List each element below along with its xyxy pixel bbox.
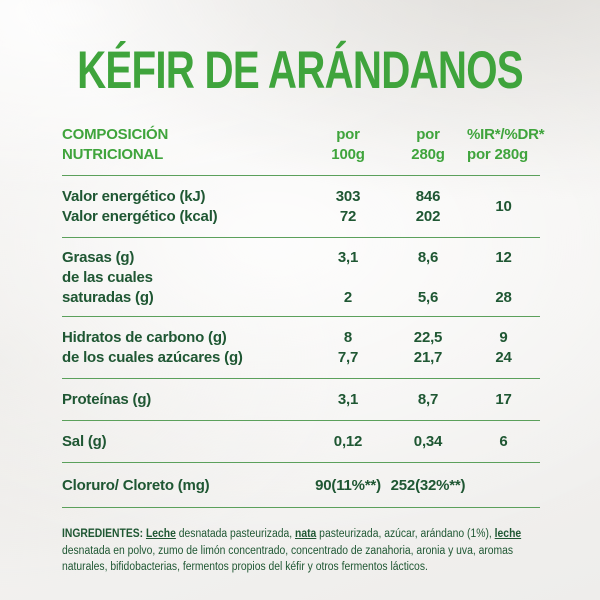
row-label-line: Sal (g) (62, 433, 107, 450)
table-row-energy: Valor energético (kJ) Valor energético (… (62, 176, 540, 237)
row-label: Cloruro/ Cloreto (mg) (62, 476, 307, 496)
value-ir: 10 (467, 187, 540, 227)
value-line: 8,7 (417, 391, 439, 408)
value-per-100g: 303 72 (307, 187, 389, 227)
value-ir (467, 476, 540, 496)
value-line: 846 (415, 188, 441, 205)
value-line (389, 268, 467, 288)
row-label: Sal (g) (62, 432, 307, 452)
header-per-280g-line1: por (416, 126, 440, 143)
table-row-carbs: Hidratos de carbono (g) de los cuales az… (62, 317, 540, 378)
row-label-line: Hidratos de carbono (g) (62, 329, 227, 346)
value-ir: 6 (467, 432, 540, 452)
value-per-280g: 22,5 21,7 (389, 328, 467, 368)
value-line: 7,7 (337, 349, 359, 366)
header-ir-dr-line1: %IR*/%DR* (467, 126, 545, 143)
row-label-line: Grasas (g) (62, 249, 135, 266)
value-per-100g: 90(11%**) (307, 476, 389, 496)
header-composition-line1: COMPOSICIÓN (62, 126, 169, 143)
value-ir: 17 (467, 390, 540, 410)
value-line: 28 (495, 289, 512, 306)
table-header-row: COMPOSICIÓN NUTRICIONAL por 100g por 280… (62, 125, 545, 165)
divider (62, 507, 540, 508)
value-per-280g: 8,7 (389, 390, 467, 410)
value-per-100g: 3,1 2 (307, 248, 389, 308)
table-row-chloride: Cloruro/ Cloreto (mg) 90(11%**) 252(32%*… (62, 463, 540, 507)
value-line: 2 (343, 289, 353, 306)
row-label-line: de los cuales azúcares (g) (62, 349, 243, 366)
value-line: 21,7 (413, 349, 443, 366)
ingredients-text: INGREDIENTES: Leche desnatada pasteuriza… (62, 528, 522, 573)
divider (62, 378, 540, 379)
divider (62, 420, 540, 421)
row-label-line: Proteínas (g) (62, 391, 152, 408)
product-title: KÉFIR DE ARÁNDANOS (77, 41, 524, 100)
row-label-line: Valor energético (kcal) (62, 208, 218, 225)
value-line (307, 268, 389, 288)
row-label-line: de las cuales (62, 269, 153, 286)
value-per-100g: 8 7,7 (307, 328, 389, 368)
value-per-280g: 8,6 5,6 (389, 248, 467, 308)
value-line: 5,6 (417, 289, 439, 306)
row-label-line: saturadas (g) (62, 289, 154, 306)
value-line: 17 (495, 391, 512, 408)
header-per-280g-line2: 280g (411, 146, 445, 163)
value-per-280g: 252(32%**) (389, 476, 467, 496)
value-line: 10 (495, 198, 512, 215)
value-per-280g: 846 202 (389, 187, 467, 227)
row-label-line: Valor energético (kJ) (62, 188, 206, 205)
divider (62, 316, 540, 317)
value-line: 72 (339, 208, 357, 225)
row-label: Hidratos de carbono (g) de los cuales az… (62, 328, 307, 368)
row-label: Proteínas (g) (62, 390, 307, 410)
value-line: 24 (495, 349, 512, 366)
divider (62, 462, 540, 463)
value-line: 252(32%**) (390, 477, 466, 494)
table-row-fat: Grasas (g) de las cuales saturadas (g) 3… (62, 238, 540, 316)
header-composition-line2: NUTRICIONAL (62, 146, 164, 163)
value-line: 8,6 (417, 249, 439, 266)
divider (62, 175, 540, 176)
value-line: 90(11%**) (315, 477, 381, 494)
value-ir: 12 28 (467, 248, 540, 308)
value-per-100g: 3,1 (307, 390, 389, 410)
value-line: 202 (415, 208, 441, 225)
value-line: 12 (495, 249, 512, 266)
divider (62, 237, 540, 238)
header-per-100g-line2: 100g (331, 146, 365, 163)
nutrition-label: KÉFIR DE ARÁNDANOS COMPOSICIÓN NUTRICION… (0, 42, 600, 600)
header-per-100g-line1: por (336, 126, 360, 143)
value-line (467, 268, 540, 288)
value-line: 0,34 (413, 433, 443, 450)
value-per-100g: 0,12 (307, 432, 389, 452)
table-row-protein: Proteínas (g) 3,1 8,7 17 (62, 379, 540, 420)
table-row-salt: Sal (g) 0,12 0,34 6 (62, 421, 540, 462)
row-label-line: Cloruro/ Cloreto (mg) (62, 477, 210, 494)
header-ir-dr-block: %IR*/%DR* por 280g (467, 125, 545, 165)
value-line: 22,5 (413, 329, 443, 346)
value-line: 9 (499, 329, 508, 346)
value-ir: 9 24 (467, 328, 540, 368)
value-line: 0,12 (333, 433, 363, 450)
header-per-280g: por 280g (389, 125, 467, 165)
value-per-280g: 0,34 (389, 432, 467, 452)
header-ir-dr: %IR*/%DR* por 280g (467, 125, 545, 165)
value-line: 3,1 (337, 391, 359, 408)
header-composition: COMPOSICIÓN NUTRICIONAL (62, 125, 307, 165)
value-line: 303 (335, 188, 361, 205)
value-line: 3,1 (337, 249, 359, 266)
nutrition-table: COMPOSICIÓN NUTRICIONAL por 100g por 280… (62, 125, 545, 508)
header-ir-dr-line2: por 280g (467, 146, 528, 163)
row-label: Valor energético (kJ) Valor energético (… (62, 187, 307, 227)
header-per-100g: por 100g (307, 125, 389, 165)
value-line: 6 (499, 433, 508, 450)
value-line: 8 (343, 329, 353, 346)
row-label: Grasas (g) de las cuales saturadas (g) (62, 248, 307, 308)
value-line (467, 476, 540, 496)
